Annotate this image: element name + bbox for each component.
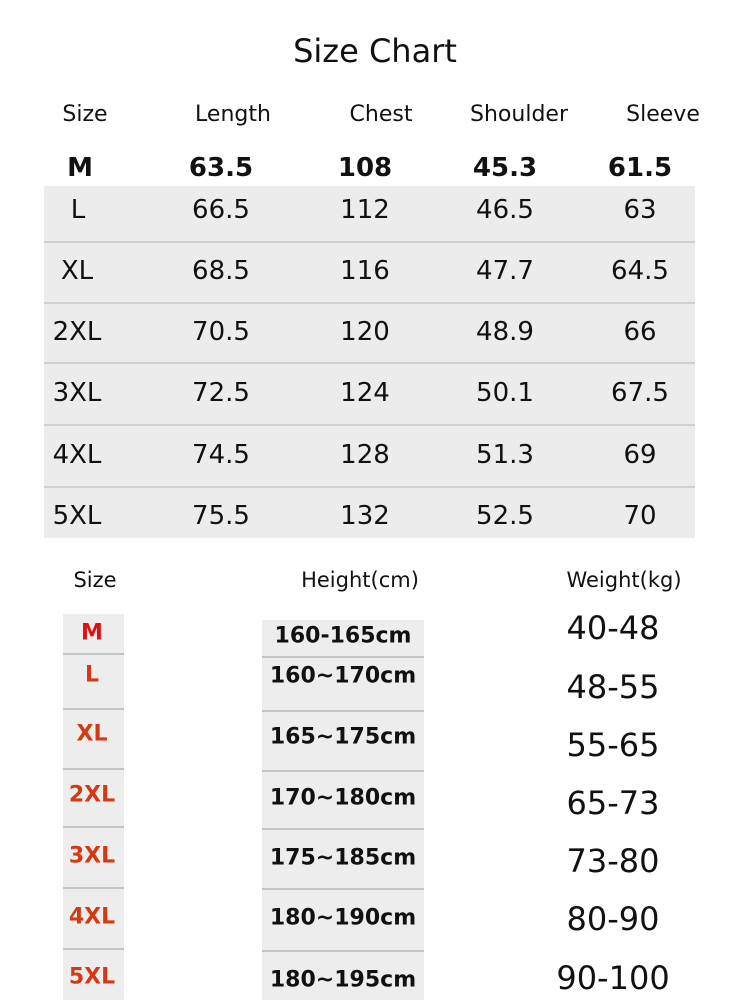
- column-header: Shoulder: [470, 102, 568, 127]
- row-divider: [262, 656, 424, 658]
- measurement-value: 108: [337, 153, 393, 183]
- measurement-value: 45.3: [472, 153, 538, 183]
- height-column-background: [262, 620, 424, 1000]
- measurement-value: 67.5: [611, 378, 669, 408]
- row-divider: [44, 241, 695, 243]
- column-header: Weight(kg): [566, 568, 682, 592]
- size-label: M: [67, 153, 93, 183]
- row-divider: [63, 826, 124, 828]
- height-range: 170~180cm: [269, 785, 417, 811]
- column-header: Size: [73, 568, 117, 592]
- size-label: 2XL: [52, 317, 102, 347]
- weight-range: 48-55: [566, 668, 660, 706]
- size-label: M: [81, 620, 103, 646]
- measurement-value: 74.5: [192, 440, 250, 470]
- height-range: 160~170cm: [269, 663, 417, 689]
- height-range: 160-165cm: [274, 623, 412, 649]
- measurement-value: 124: [340, 378, 390, 408]
- column-header: Chest: [349, 102, 413, 127]
- row-divider: [262, 950, 424, 952]
- height-range: 180~195cm: [269, 967, 417, 993]
- row-divider: [44, 424, 695, 426]
- measurement-value: 132: [340, 501, 390, 531]
- measurement-value: 112: [340, 195, 390, 225]
- row-divider: [262, 710, 424, 712]
- height-range: 175~185cm: [269, 845, 417, 871]
- size-label: L: [70, 195, 86, 225]
- measurement-value: 70.5: [192, 317, 250, 347]
- size-label: 5XL: [68, 964, 116, 990]
- height-range: 165~175cm: [269, 724, 417, 750]
- measurement-value: 48.9: [476, 317, 534, 347]
- size-label: L: [84, 662, 100, 688]
- weight-range: 40-48: [566, 609, 660, 647]
- size-column-background: [63, 614, 124, 1000]
- size-label: 4XL: [52, 440, 102, 470]
- row-divider: [63, 887, 124, 889]
- measurement-value: 47.7: [476, 256, 534, 286]
- measurement-value: 63: [623, 195, 657, 225]
- measurement-value: 66.5: [192, 195, 250, 225]
- size-label: 5XL: [52, 501, 102, 531]
- weight-range: 80-90: [566, 900, 660, 938]
- height-range: 180~190cm: [269, 905, 417, 931]
- row-divider: [63, 948, 124, 950]
- size-label: XL: [60, 256, 94, 286]
- measurement-value: 68.5: [192, 256, 250, 286]
- size-label: XL: [76, 721, 108, 747]
- size-label: 3XL: [52, 378, 102, 408]
- column-header: Sleeve: [626, 102, 700, 127]
- weight-range: 90-100: [556, 959, 670, 997]
- size-label: 2XL: [68, 782, 116, 808]
- size-label: 3XL: [68, 843, 116, 869]
- measurement-value: 64.5: [611, 256, 669, 286]
- measurement-value: 116: [340, 256, 390, 286]
- weight-range: 65-73: [566, 784, 660, 822]
- page-title: Size Chart: [293, 32, 457, 70]
- measurement-value: 51.3: [476, 440, 534, 470]
- row-divider: [63, 653, 124, 655]
- measurement-value: 52.5: [476, 501, 534, 531]
- measurement-value: 120: [340, 317, 390, 347]
- measurement-value: 128: [340, 440, 390, 470]
- row-divider: [63, 768, 124, 770]
- measurement-value: 46.5: [476, 195, 534, 225]
- weight-range: 55-65: [566, 726, 660, 764]
- row-divider: [44, 302, 695, 304]
- measurement-value: 50.1: [476, 378, 534, 408]
- measurement-value: 63.5: [188, 153, 254, 183]
- measurement-value: 66: [623, 317, 657, 347]
- size-label: 4XL: [68, 904, 116, 930]
- measurement-value: 69: [623, 440, 657, 470]
- measurement-value: 61.5: [607, 153, 673, 183]
- measurement-value: 72.5: [192, 378, 250, 408]
- column-header: Size: [62, 102, 108, 127]
- row-divider: [262, 828, 424, 830]
- row-divider: [262, 888, 424, 890]
- row-divider: [44, 362, 695, 364]
- weight-range: 73-80: [566, 842, 660, 880]
- row-divider: [44, 486, 695, 488]
- column-header: Length: [195, 102, 271, 127]
- row-divider: [262, 770, 424, 772]
- measurement-value: 75.5: [192, 501, 250, 531]
- column-header: Height(cm): [301, 568, 419, 592]
- row-divider: [63, 708, 124, 710]
- measurement-value: 70: [623, 501, 657, 531]
